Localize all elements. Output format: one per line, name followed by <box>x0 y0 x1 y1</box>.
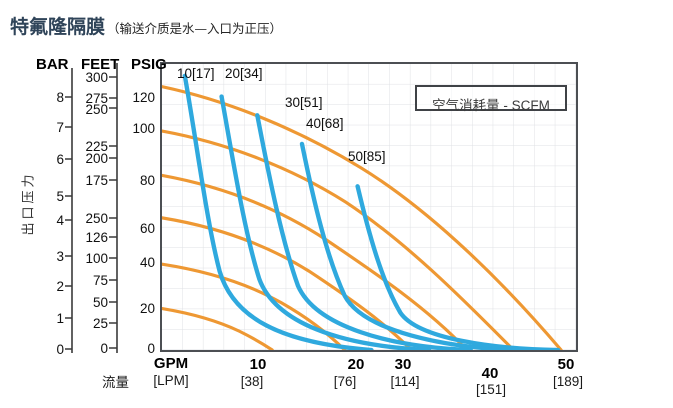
performance-curve-2 <box>162 129 516 350</box>
feet-tick-label: 225 <box>85 139 108 154</box>
psig-tick-label: 80 <box>139 173 155 188</box>
air-curve-label-20: 20[34] <box>225 66 263 81</box>
page-subtitle: （输送介质是水—入口为正压） <box>107 21 283 36</box>
x-axis-title: 流量 <box>102 375 129 390</box>
psig-tick-label: 20 <box>139 301 155 316</box>
feet-tick-label: 100 <box>85 251 108 266</box>
curves-canvas <box>162 64 576 350</box>
x-tick-50: 50 <box>557 356 575 373</box>
psig-axis-header: PSIG <box>131 56 167 73</box>
legend-box: 空气消耗量 - SCFM <box>415 85 567 113</box>
air-curve-label-40: 40[68] <box>306 116 344 131</box>
y-axis-title: 出口压力 <box>20 171 36 236</box>
x-tick-20: 20 <box>347 356 365 373</box>
bar-tick-label: 0 <box>56 342 64 357</box>
air-curve-40 <box>299 141 521 350</box>
psig-tick-label: 120 <box>132 90 155 105</box>
x-tick-10-lpm: [38] <box>240 374 264 389</box>
page-title: 特氟隆隔膜 <box>10 16 106 38</box>
feet-tick-label: 175 <box>85 173 108 188</box>
bar-tick-label: 3 <box>56 249 64 264</box>
bar-tick-label: 7 <box>56 120 64 135</box>
title-row: 特氟隆隔膜 （输送介质是水—入口为正压） <box>10 12 282 39</box>
feet-tick-label: 300 <box>85 70 108 85</box>
x-tick-40-lpm: [151] <box>475 382 507 397</box>
air-curve-label-30: 30[51] <box>285 95 323 110</box>
feet-tick-label: 25 <box>92 316 108 331</box>
bar-tick-label: 5 <box>56 189 64 204</box>
x-unit-lpm: [LPM] <box>153 373 189 388</box>
feet-axis-header: FEET <box>81 56 120 73</box>
bar-tick-label: 4 <box>56 213 64 228</box>
bar-tick-label: 1 <box>56 311 64 326</box>
performance-curve-1 <box>162 85 563 350</box>
feet-tick-label: 250 <box>85 102 108 117</box>
air-curve-10 <box>182 73 374 350</box>
feet-tick-label: 200 <box>85 151 108 166</box>
plot-area: 10[17] 20[34] 30[51] 40[68] 50[85] 空气消耗量… <box>160 62 578 352</box>
bar-tick-label: 8 <box>56 90 64 105</box>
bar-tick-label: 6 <box>56 152 64 167</box>
x-tick-50-lpm: [189] <box>552 374 584 389</box>
x-tick-40: 40 <box>481 365 499 382</box>
psig-tick-label: 40 <box>139 255 155 270</box>
feet-tick-label: 250 <box>85 211 108 226</box>
psig-tick-label: 0 <box>147 341 155 356</box>
air-curve-label-10: 10[17] <box>177 66 215 81</box>
air-consumption-curves <box>182 73 561 350</box>
air-curve-label-50: 50[85] <box>348 149 386 164</box>
psig-tick-label: 60 <box>139 221 155 236</box>
feet-tick-label: 75 <box>92 273 108 288</box>
x-unit-gpm: GPM <box>153 355 189 372</box>
psig-tick-label: 100 <box>132 121 155 136</box>
feet-axis-ticks <box>109 76 117 349</box>
x-tick-10: 10 <box>249 356 267 373</box>
x-tick-30-lpm: [114] <box>390 374 420 389</box>
feet-tick-label: 275 <box>85 91 108 106</box>
feet-tick-label: 0 <box>100 341 108 356</box>
feet-tick-label: 126 <box>85 230 108 245</box>
grid-lines <box>162 64 576 350</box>
feet-tick-label: 50 <box>92 295 108 310</box>
x-tick-20-lpm: [76] <box>333 374 357 389</box>
performance-curve-6 <box>162 307 274 350</box>
air-curve-50 <box>355 184 561 350</box>
x-tick-30: 30 <box>394 356 412 373</box>
bar-axis-header: BAR <box>36 56 69 73</box>
air-curve-30 <box>255 113 473 350</box>
legend-label: 空气消耗量 - SCFM <box>432 98 550 113</box>
air-curve-20 <box>219 94 432 350</box>
bar-tick-label: 2 <box>56 279 64 294</box>
